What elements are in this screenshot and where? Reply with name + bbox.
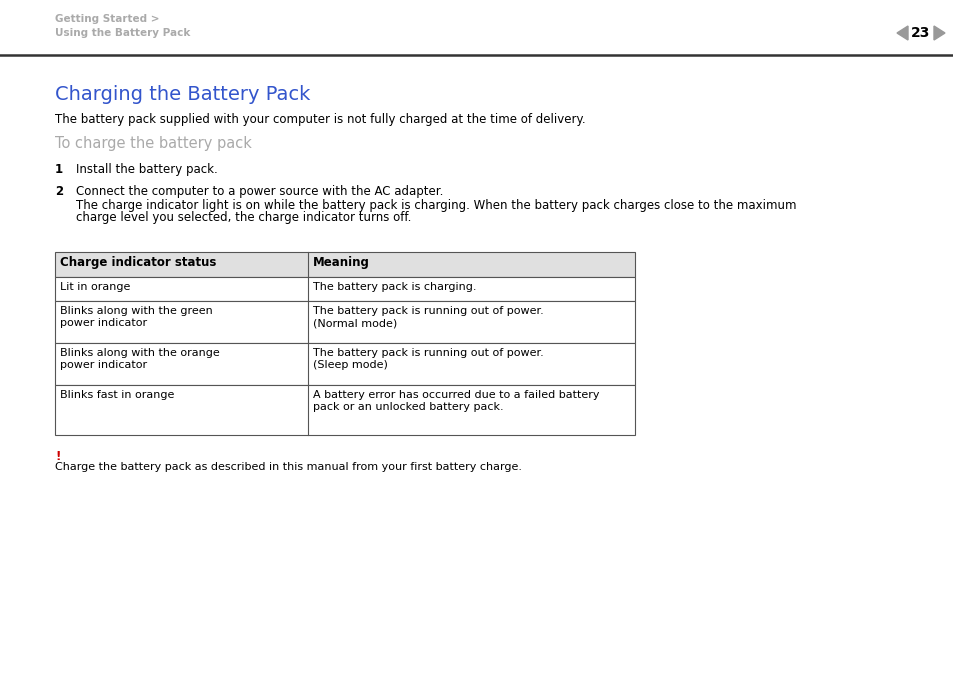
Bar: [55, 277, 635, 301]
Text: Charge the battery pack as described in this manual from your first battery char: Charge the battery pack as described in …: [55, 462, 521, 472]
Bar: [55, 343, 635, 385]
Text: Install the battery pack.: Install the battery pack.: [76, 163, 217, 176]
Text: Connect the computer to a power source with the AC adapter.: Connect the computer to a power source w…: [76, 185, 443, 198]
Text: Blinks along with the orange: Blinks along with the orange: [60, 348, 219, 358]
Text: Charging the Battery Pack: Charging the Battery Pack: [55, 85, 310, 104]
Bar: [55, 301, 635, 343]
Text: A battery error has occurred due to a failed battery: A battery error has occurred due to a fa…: [313, 390, 598, 400]
Text: pack or an unlocked battery pack.: pack or an unlocked battery pack.: [313, 402, 503, 412]
Polygon shape: [933, 26, 944, 40]
Text: Meaning: Meaning: [313, 256, 370, 269]
Polygon shape: [896, 26, 907, 40]
Text: (Sleep mode): (Sleep mode): [313, 360, 388, 370]
Text: power indicator: power indicator: [60, 360, 147, 370]
Text: !: !: [55, 450, 60, 463]
Text: To charge the battery pack: To charge the battery pack: [55, 136, 252, 151]
Text: The battery pack is running out of power.: The battery pack is running out of power…: [313, 348, 543, 358]
Text: 23: 23: [910, 26, 930, 40]
Text: Blinks along with the green: Blinks along with the green: [60, 306, 213, 316]
Text: charge level you selected, the charge indicator turns off.: charge level you selected, the charge in…: [76, 211, 411, 224]
Text: Getting Started >: Getting Started >: [55, 14, 159, 24]
Text: 2: 2: [55, 185, 63, 198]
Text: Charge indicator status: Charge indicator status: [60, 256, 216, 269]
Text: Blinks fast in orange: Blinks fast in orange: [60, 390, 174, 400]
Text: power indicator: power indicator: [60, 318, 147, 328]
Bar: [55, 385, 635, 435]
Text: The battery pack is running out of power.: The battery pack is running out of power…: [313, 306, 543, 316]
Text: The battery pack is charging.: The battery pack is charging.: [313, 282, 476, 292]
Text: 1: 1: [55, 163, 63, 176]
Text: The charge indicator light is on while the battery pack is charging. When the ba: The charge indicator light is on while t…: [76, 199, 796, 212]
Text: (Normal mode): (Normal mode): [313, 318, 396, 328]
Bar: [55, 252, 635, 277]
Text: Using the Battery Pack: Using the Battery Pack: [55, 28, 191, 38]
Text: The battery pack supplied with your computer is not fully charged at the time of: The battery pack supplied with your comp…: [55, 113, 585, 126]
Text: Lit in orange: Lit in orange: [60, 282, 131, 292]
